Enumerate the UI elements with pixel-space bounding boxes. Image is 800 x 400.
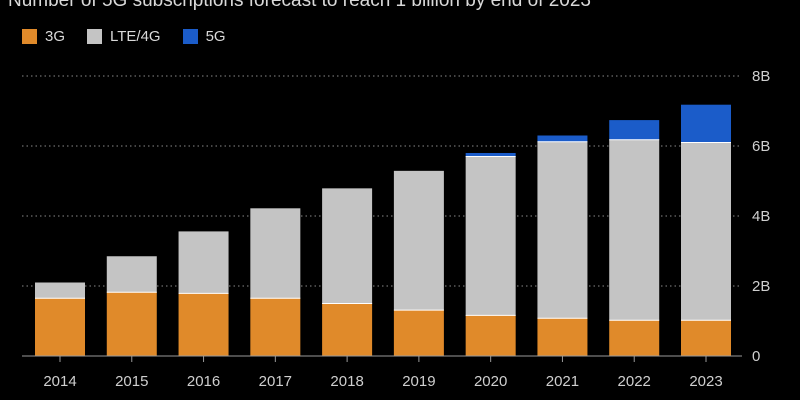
bar-lte-4g-2016 [178,231,229,294]
bar-lte-4g-2014 [35,282,85,299]
bar-3g-2020 [465,315,516,356]
x-tick-label: 2023 [689,373,722,390]
bar-lte-4g-2018 [322,188,373,304]
legend-swatch-lte [87,29,103,44]
bar-5g-2022 [609,120,660,140]
legend: 3G LTE/4G 5G [22,28,226,45]
x-tick-label: 2021 [546,373,579,390]
bar-3g-2022 [609,320,660,356]
bar-3g-2021 [537,318,588,356]
y-tick-label: 6B [752,138,770,155]
legend-item-lte: LTE/4G [87,28,161,45]
legend-label-5g: 5G [205,28,226,45]
bar-3g-2015 [106,292,157,356]
bar-3g-2014 [35,298,85,356]
y-tick-label: 8B [752,68,770,85]
x-tick-label: 2019 [402,373,435,390]
bar-5g-2020 [465,153,516,157]
legend-label-3g: 3G [45,28,66,45]
x-tick-label: 2017 [259,373,292,390]
x-tick-label: 2016 [187,373,220,390]
bar-3g-2018 [322,303,373,356]
y-tick-label: 0 [752,348,760,365]
x-tick-label: 2022 [618,373,651,390]
bar-3g-2023 [681,320,731,356]
bar-lte-4g-2021 [537,141,588,319]
x-tick-label: 2015 [115,373,148,390]
x-tick-label: 2018 [330,373,363,390]
bar-lte-4g-2020 [465,156,516,316]
y-tick-label: 4B [752,208,770,225]
legend-item-5g: 5G [182,28,226,45]
bar-lte-4g-2022 [609,139,660,321]
legend-swatch-5g [182,29,198,44]
chart-title: Number of 5G subscriptions forecast to r… [8,0,591,11]
legend-label-lte: LTE/4G [110,28,161,45]
legend-item-3g: 3G [22,28,65,45]
bar-3g-2016 [178,293,229,356]
bar-lte-4g-2019 [393,170,444,311]
bar-lte-4g-2023 [681,142,731,321]
legend-swatch-3g [22,29,37,44]
y-tick-label: 2B [752,278,770,295]
bar-lte-4g-2017 [250,208,301,299]
x-tick-label: 2020 [474,373,507,390]
bar-3g-2019 [393,310,444,356]
bar-5g-2023 [681,104,731,143]
x-tick-label: 2014 [43,373,76,390]
bar-lte-4g-2015 [106,256,157,293]
bar-5g-2021 [537,135,588,142]
bar-3g-2017 [250,298,301,356]
